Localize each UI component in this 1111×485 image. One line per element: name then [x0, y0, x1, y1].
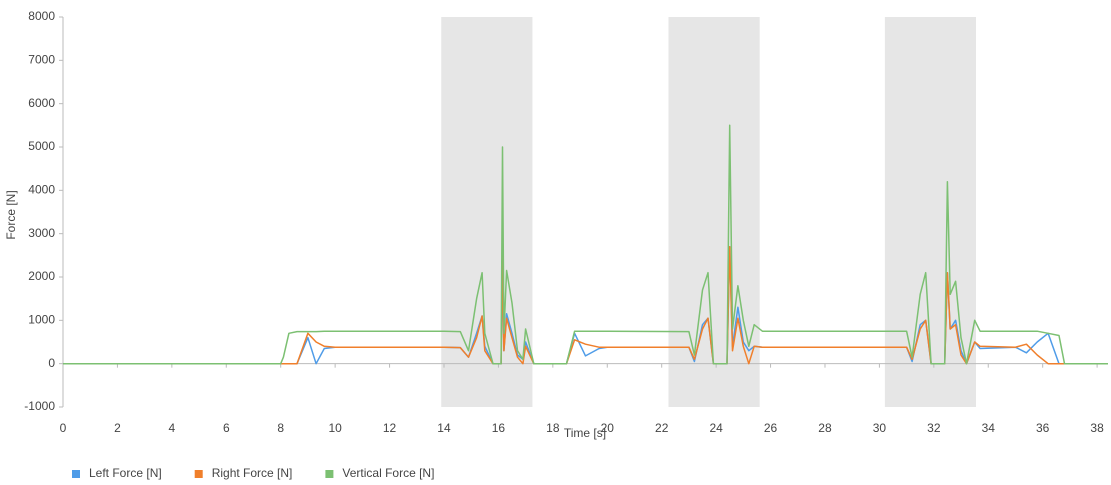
x-axis-label: Time [s]: [564, 426, 606, 440]
x-tick-label: 16: [492, 421, 506, 435]
x-tick-label: 22: [655, 421, 669, 435]
y-tick-label: 7000: [28, 53, 55, 67]
legend-label: Vertical Force [N]: [342, 466, 434, 480]
x-tick-label: 2: [114, 421, 121, 435]
x-tick-label: 4: [169, 421, 176, 435]
y-tick-label: 2000: [28, 269, 55, 283]
x-tick-label: 38: [1090, 421, 1104, 435]
y-tick-label: 0: [48, 356, 55, 370]
legend-label: Left Force [N]: [89, 466, 162, 480]
x-tick-label: 28: [818, 421, 832, 435]
x-tick-label: 20: [601, 421, 615, 435]
legend: Left Force [N] Right Force [N] Vertical Fo…: [72, 466, 434, 480]
y-tick-label: 4000: [28, 183, 55, 197]
y-tick-label: 3000: [28, 226, 55, 240]
y-tick-label: 5000: [28, 139, 55, 153]
x-tick-label: 14: [437, 421, 451, 435]
x-tick-label: 26: [764, 421, 778, 435]
x-tick-label: 24: [709, 421, 723, 435]
x-tick-label: 0: [60, 421, 67, 435]
x-tick-label: 10: [328, 421, 342, 435]
legend-swatch: [325, 470, 334, 478]
y-axis-label: Force [N]: [4, 190, 18, 239]
y-tick-label: 1000: [28, 313, 55, 327]
legend-label: Right Force [N]: [212, 466, 293, 480]
series-line: [63, 245, 1108, 365]
x-tick-label: 34: [982, 421, 996, 435]
x-tick-label: 36: [1036, 421, 1050, 435]
legend-swatch: [194, 470, 203, 478]
x-tick-label: 6: [223, 421, 230, 435]
x-tick-label: 32: [927, 421, 941, 435]
x-tick-label: 30: [873, 421, 887, 435]
x-tick-label: 18: [546, 421, 560, 435]
shaded-region: [441, 17, 533, 407]
shaded-region: [668, 17, 760, 407]
y-tick-label: 6000: [28, 96, 55, 110]
legend-swatch: [72, 470, 80, 478]
x-tick-label: 12: [383, 421, 397, 435]
y-tick-label: -1000: [24, 399, 55, 413]
series-line: [63, 124, 1108, 365]
x-tick-label: 8: [277, 421, 284, 435]
y-tick-label: 8000: [28, 9, 55, 23]
